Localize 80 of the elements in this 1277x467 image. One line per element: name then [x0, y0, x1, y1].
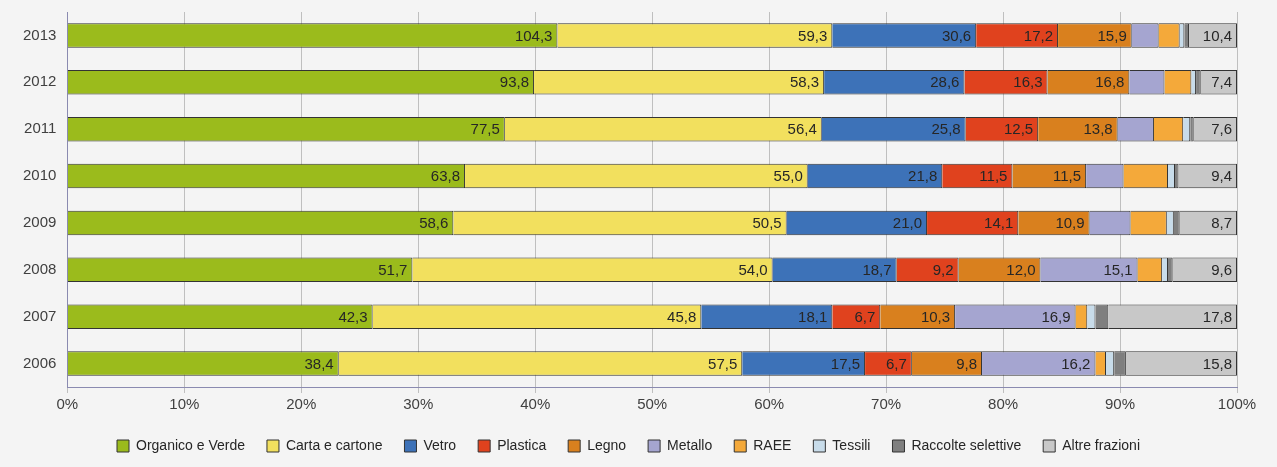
annotation: 15,8 [1202, 354, 1232, 372]
annotation: 104,3 [514, 26, 553, 44]
annotation: 12,5 [1003, 120, 1034, 138]
annotation: 55,0 [773, 167, 803, 185]
annotation: 7,4 [1211, 73, 1232, 91]
x-tick-label: 80% [988, 395, 1019, 413]
annotation: 28,6 [930, 73, 960, 91]
annotation: 9,8 [956, 354, 978, 372]
annotation: 13,8 [1083, 120, 1113, 138]
x-tick-label: 20% [286, 395, 317, 413]
annotation: 21,8 [908, 167, 938, 185]
annotation: 93,8 [499, 73, 530, 91]
annotation: 6,7 [885, 354, 907, 372]
x-tick-label: 0% [56, 395, 79, 413]
legend-label: Metallo [667, 436, 713, 453]
annotation: 45,8 [667, 307, 697, 325]
x-tick-label: 70% [871, 395, 902, 413]
annotation: 42,3 [338, 307, 368, 325]
annotation: 30,6 [941, 26, 972, 44]
annotation: 16,9 [1041, 307, 1071, 325]
annotation: 10,4 [1202, 26, 1232, 44]
annotation: 15,9 [1097, 26, 1127, 44]
x-tick-label: 100% [1217, 395, 1257, 413]
x-tick-label: 90% [1105, 395, 1136, 413]
annotation: 56,4 [787, 120, 817, 138]
annotation: 9,2 [932, 260, 954, 278]
annotation: 10,9 [1055, 214, 1085, 232]
annotation: 18,7 [862, 260, 892, 278]
y-tick-label: 2006 [22, 353, 57, 371]
annotation: 17,8 [1202, 307, 1232, 325]
x-tick-label: 60% [754, 395, 785, 413]
annotation: 6,7 [854, 307, 876, 325]
annotation: 17,5 [830, 354, 861, 372]
annotation: 11,5 [1053, 167, 1082, 185]
annotation: 7,6 [1211, 120, 1232, 138]
annotation: 10,3 [920, 307, 951, 325]
legend-label: Carta e cartone [285, 436, 383, 453]
y-tick-label: 2008 [22, 259, 57, 277]
legend-label: RAEE [753, 436, 792, 453]
y-tick-label: 2011 [24, 119, 57, 137]
y-tick-label: 2012 [22, 72, 57, 90]
annotation: 58,3 [789, 73, 820, 91]
legend-label: Legno [587, 436, 627, 453]
annotation: 14,1 [984, 214, 1014, 232]
annotation: 59,3 [798, 26, 828, 44]
annotation: 12,0 [1006, 260, 1036, 278]
x-tick-label: 40% [520, 395, 551, 413]
annotation: 50,5 [752, 214, 782, 232]
annotation: 15,1 [1103, 260, 1133, 278]
annotation: 38,4 [304, 354, 334, 372]
annotation: 8,7 [1211, 214, 1232, 232]
legend-label: Altre frazioni [1062, 436, 1140, 453]
annotation: 9,4 [1211, 167, 1232, 185]
annotation: 17,2 [1023, 26, 1054, 44]
y-tick-label: 2013 [22, 25, 57, 43]
annotation: 11,5 [979, 167, 1008, 185]
x-tick-label: 30% [403, 395, 434, 413]
x-tick-label: 50% [637, 395, 668, 413]
annotation: 58,6 [419, 214, 449, 232]
y-tick-label: 2009 [22, 213, 57, 231]
annotation: 18,1 [798, 307, 828, 325]
legend-label: Raccolte selettive [911, 436, 1022, 453]
annotation: 16,3 [1013, 73, 1043, 91]
annotation: 25,8 [931, 120, 961, 138]
annotation: 63,8 [430, 167, 461, 185]
annotation: 16,8 [1095, 73, 1125, 91]
annotation: 51,7 [378, 260, 408, 278]
legend-label: Vetro [423, 436, 457, 453]
legend-label: Tessili [832, 436, 871, 453]
legend-label: Plastica [497, 436, 547, 453]
x-tick-label: 10% [169, 395, 200, 413]
legend-label: Organico e Verde [136, 436, 246, 453]
annotation: 21,0 [892, 214, 923, 232]
annotation: 16,2 [1061, 354, 1091, 372]
annotation: 57,5 [708, 354, 738, 372]
y-tick-label: 2007 [22, 306, 57, 324]
y-tick-label: 2010 [22, 166, 57, 184]
annotation: 77,5 [470, 120, 500, 138]
annotation: 54,0 [738, 260, 768, 278]
annotation: 9,6 [1211, 260, 1232, 278]
